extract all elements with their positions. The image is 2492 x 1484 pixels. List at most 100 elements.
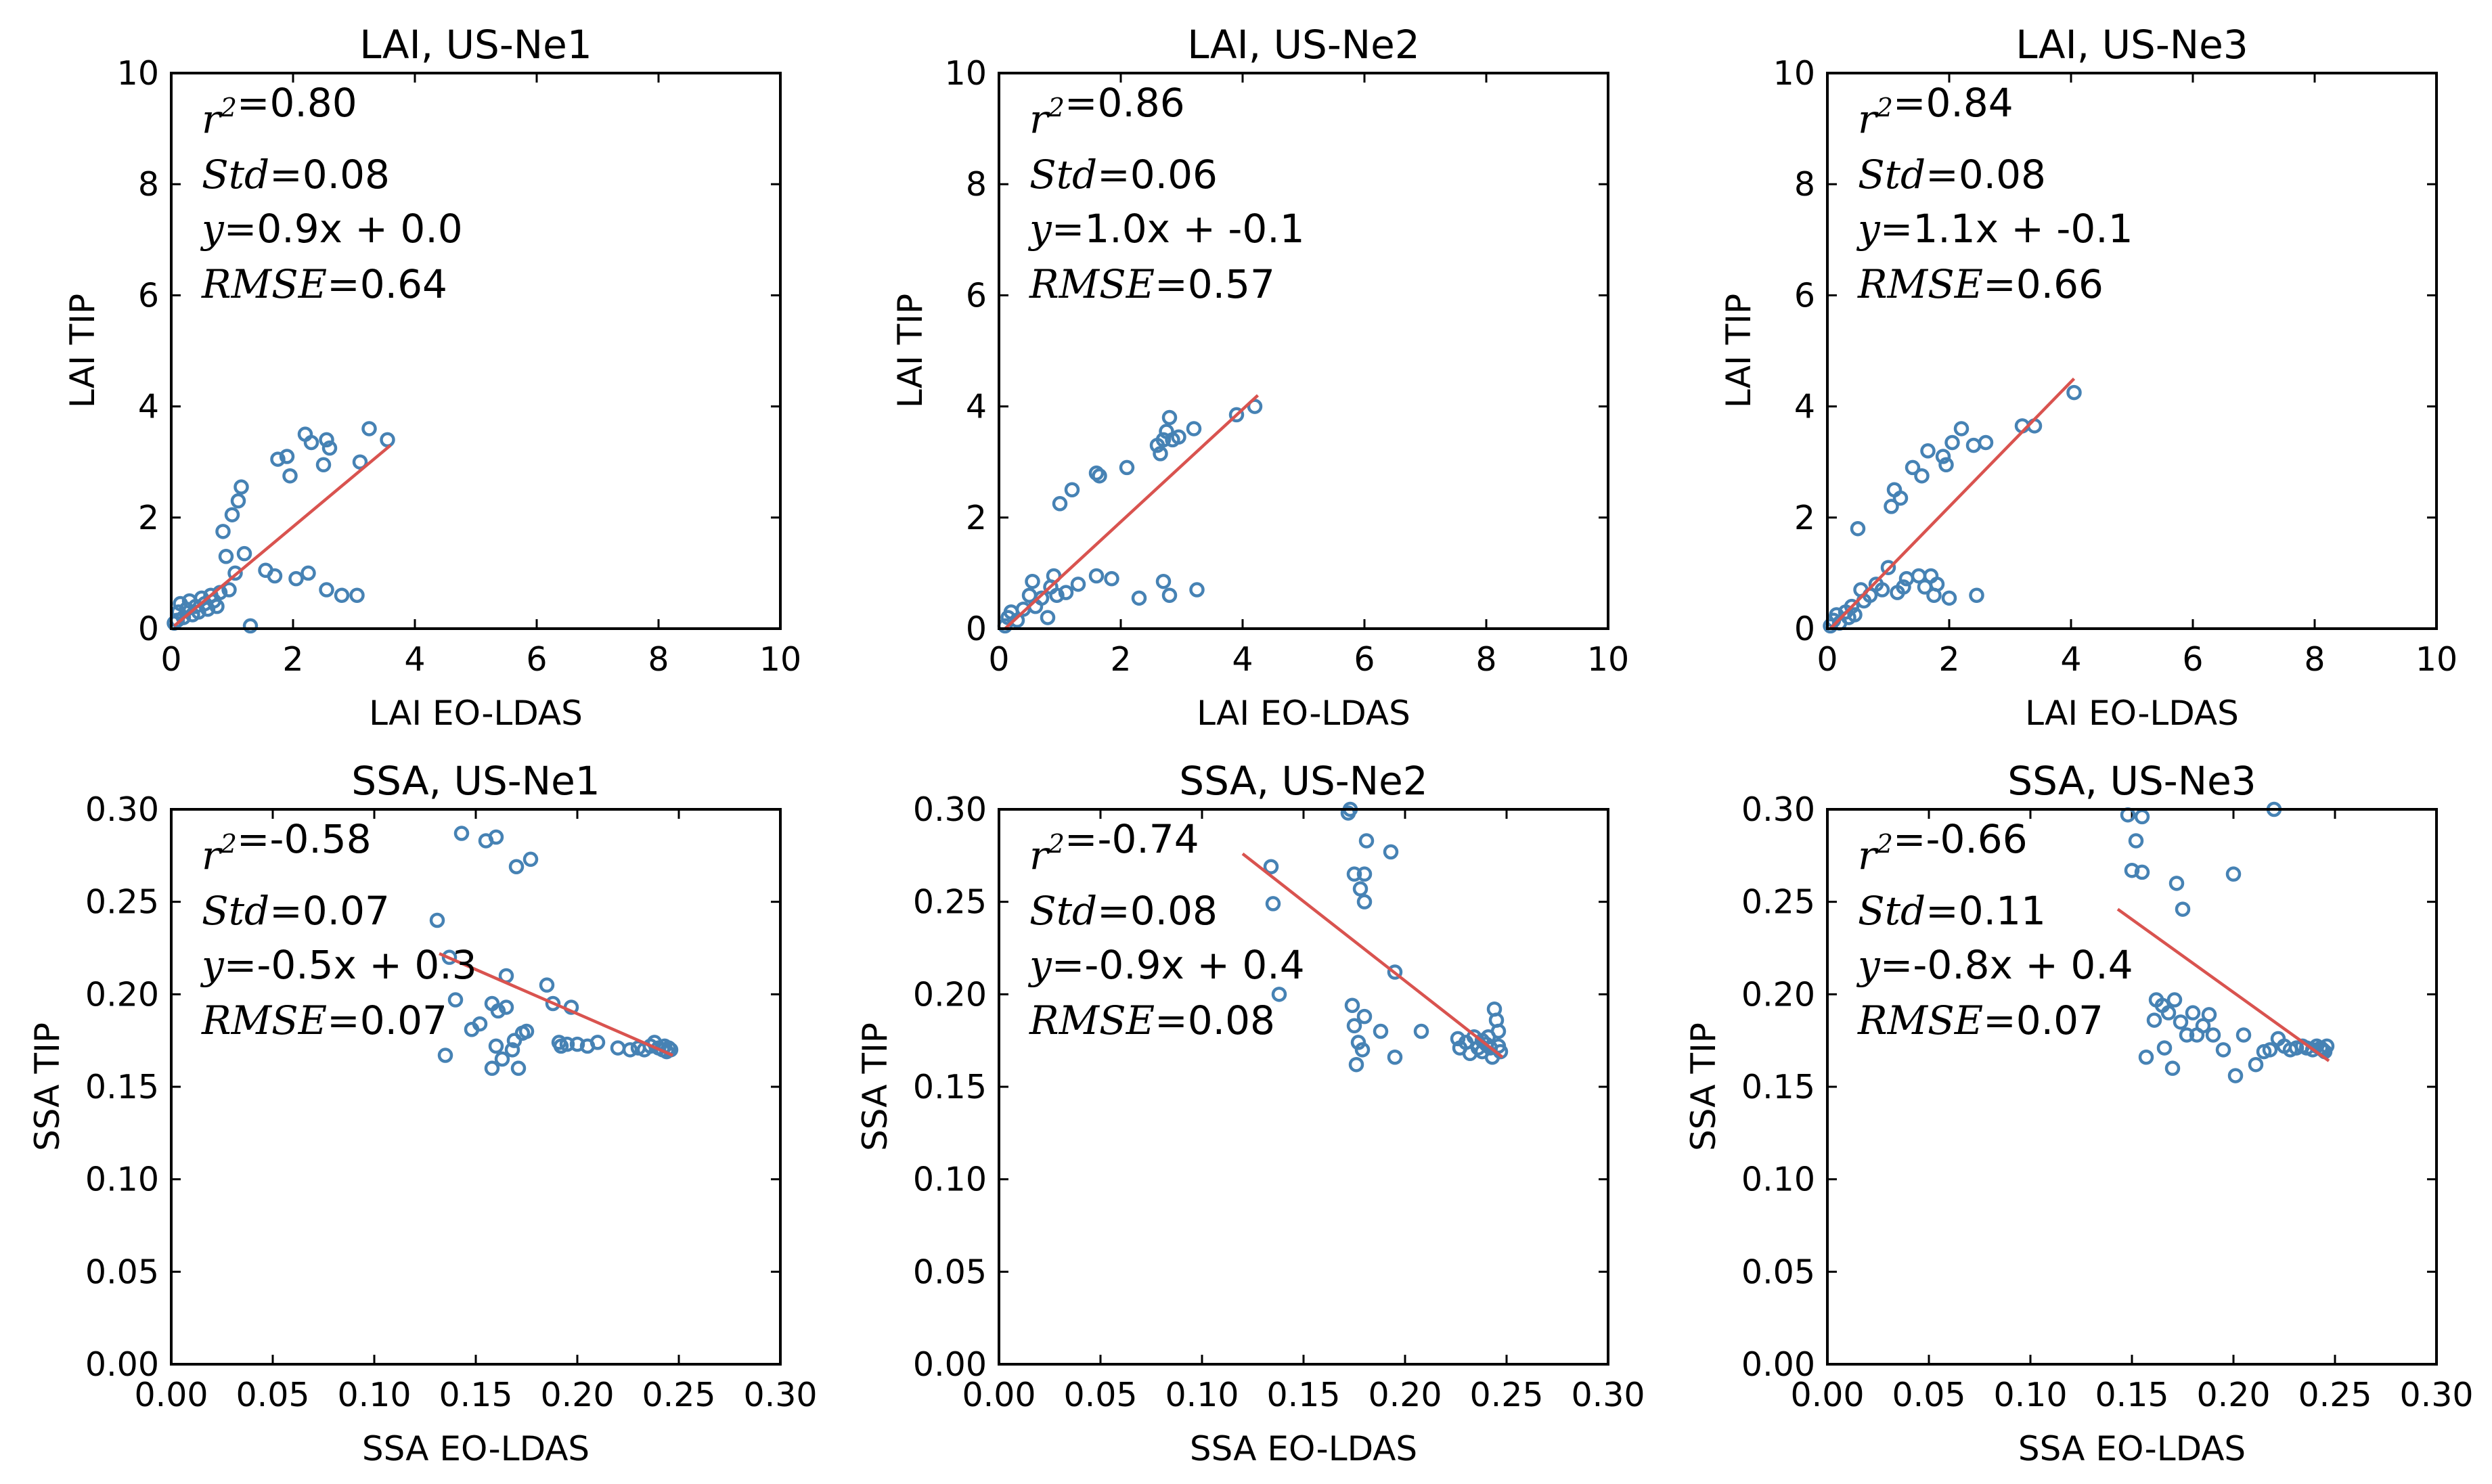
data-point (447, 992, 464, 1008)
y-tick-label: 0.20 (913, 975, 987, 1014)
chart-title: SSA, US-Ne1 (351, 758, 600, 804)
data-point (233, 479, 249, 495)
data-point (2235, 1027, 2252, 1043)
data-point (1356, 894, 1373, 909)
data-point (224, 507, 240, 522)
y-tick-label: 0.00 (1741, 1345, 1815, 1384)
data-point (539, 977, 555, 993)
chart-panel-3: LAI, US-Ne3 0 2 4 6 8 10 0 2 4 6 8 10 LAI EO-LDAS LAI … (1719, 22, 2457, 733)
data-point (1905, 459, 1921, 476)
data-point (319, 432, 334, 448)
y-tick-label: 0 (138, 610, 159, 648)
data-point (1935, 449, 1951, 464)
data-point (2138, 1050, 2154, 1065)
x-tick-label: 0.05 (236, 1376, 309, 1414)
y-tick-label: 0 (1794, 610, 1815, 648)
data-point (221, 582, 237, 598)
y-tick-label: 0.15 (913, 1068, 987, 1106)
data-point (1352, 881, 1369, 897)
data-point (2195, 1018, 2211, 1034)
data-point (380, 432, 395, 448)
data-point (589, 1035, 606, 1050)
data-point (1387, 964, 1403, 980)
data-point (2124, 862, 2140, 878)
data-point (1153, 446, 1168, 462)
std-annotation: Std=0.08 (1858, 152, 2046, 198)
equation-annotation: y=-0.8x + 0.4 (1856, 942, 2133, 988)
data-point (1009, 612, 1025, 628)
x-tick-label: 6 (1354, 640, 1375, 679)
data-point (1058, 585, 1074, 600)
data-point (1978, 434, 1994, 451)
x-tick-label: 0.00 (962, 1376, 1036, 1414)
x-tick-label: 0.10 (1993, 1376, 2067, 1414)
data-point (1969, 587, 1984, 603)
data-point (1155, 432, 1172, 448)
equation-annotation: y=0.9x + 0.0 (200, 206, 463, 252)
x-tick-label: 10 (2416, 640, 2457, 679)
data-point (1944, 434, 1960, 451)
data-point (315, 457, 332, 473)
data-point (1356, 1008, 1373, 1025)
data-point (1228, 407, 1245, 423)
y-tick-label: 0.05 (85, 1253, 159, 1291)
data-point (2164, 1060, 2181, 1076)
y-axis-label: LAI TIP (1719, 294, 1758, 408)
data-point (1387, 1050, 1403, 1065)
rmse-annotation: RMSE=0.08 (1029, 997, 1275, 1043)
data-point (282, 468, 298, 484)
data-point (1892, 490, 1909, 506)
data-point (301, 565, 316, 581)
y-tick-label: 6 (1794, 276, 1815, 315)
data-point (1189, 582, 1205, 598)
data-point (2128, 833, 2144, 849)
r2-annotation: r2=-0.66 (1858, 816, 2028, 878)
y-tick-label: 0.20 (85, 975, 159, 1014)
x-tick-label: 4 (404, 640, 425, 679)
data-point (1088, 465, 1105, 481)
data-point (215, 524, 231, 539)
y-tick-label: 0.30 (1741, 790, 1815, 829)
data-point (1874, 582, 1890, 598)
x-axis-label: SSA EO-LDAS (362, 1429, 589, 1468)
y-tick-label: 0.15 (85, 1068, 159, 1106)
x-tick-label: 2 (1110, 640, 1131, 679)
x-tick-label: 0.05 (1063, 1376, 1137, 1414)
x-tick-label: 10 (1587, 640, 1629, 679)
data-point (1938, 457, 1954, 473)
plot-frame (1826, 72, 2438, 630)
data-point (1450, 1031, 1466, 1047)
data-point (1880, 560, 1896, 575)
data-point (2319, 1038, 2335, 1054)
y-tick-label: 10 (1773, 54, 1815, 93)
data-point (2225, 866, 2242, 882)
y-axis-label: LAI TIP (63, 294, 102, 408)
data-point (1119, 459, 1135, 476)
data-point (2201, 1007, 2217, 1022)
data-point (334, 587, 350, 603)
data-point (2185, 1005, 2201, 1020)
y-tick-label: 6 (966, 276, 987, 315)
data-point (1490, 1023, 1507, 1039)
data-point (569, 1036, 585, 1052)
data-point (2066, 384, 2082, 401)
data-point (1263, 859, 1279, 874)
chart-panel-2: LAI, US-Ne2 0 2 4 6 8 10 0 2 4 6 8 10 LAI EO-LDAS LAI … (891, 22, 1629, 733)
std-annotation: Std=0.07 (202, 888, 390, 934)
rmse-annotation: RMSE=0.64 (201, 261, 447, 307)
equation-annotation: y=1.1x + -0.1 (1856, 206, 2133, 252)
y-tick-label: 0.05 (913, 1253, 987, 1291)
data-point (321, 440, 338, 456)
std-annotation: Std=0.08 (1029, 888, 1218, 934)
y-tick-label: 4 (966, 388, 987, 426)
data-point (508, 859, 525, 874)
y-tick-label: 6 (138, 276, 159, 315)
y-tick-label: 4 (138, 388, 159, 426)
data-point (1350, 1035, 1366, 1050)
x-axis-label: SSA EO-LDAS (2018, 1429, 2246, 1468)
y-axis-label: LAI TIP (891, 294, 930, 408)
y-tick-label: 0.25 (85, 883, 159, 922)
y-tick-label: 0.00 (913, 1345, 987, 1384)
data-point (236, 545, 252, 562)
